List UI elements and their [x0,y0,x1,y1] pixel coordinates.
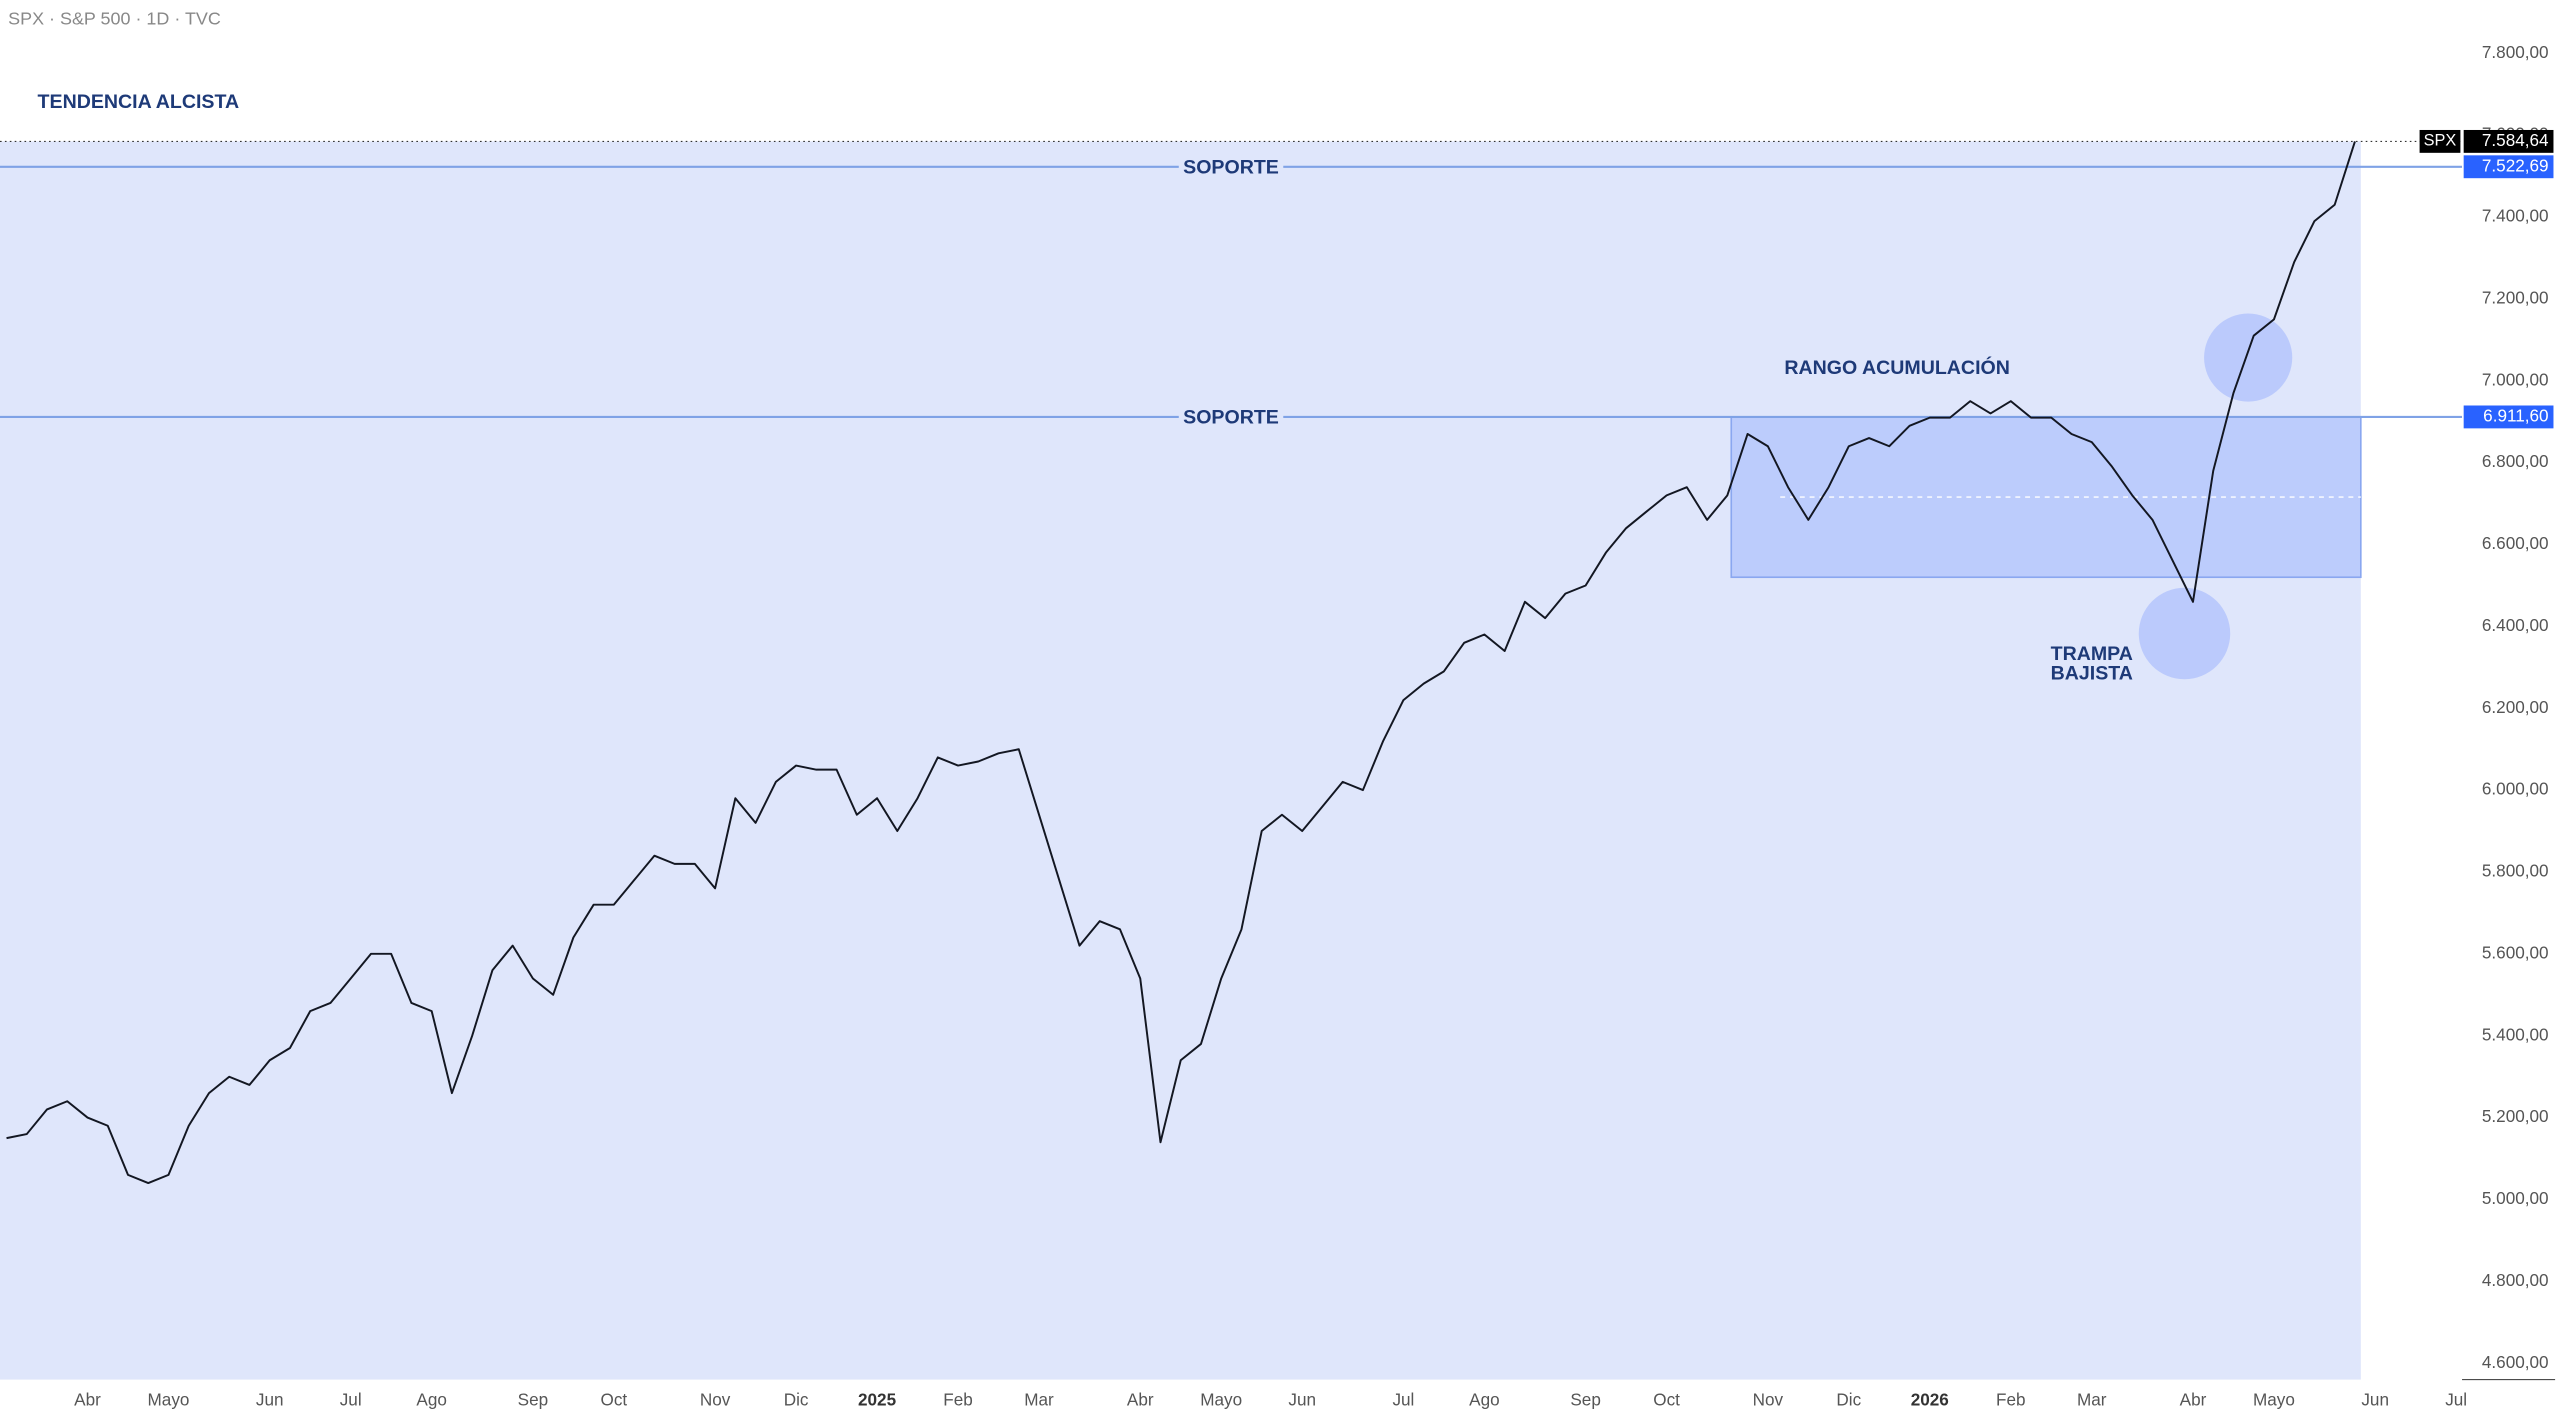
x-tick-label: Nov [1753,1389,1784,1409]
highlight-circle [2204,313,2293,402]
y-tick-label: 5.200,00 [2482,1106,2549,1126]
y-tick-label: 6.400,00 [2482,615,2549,635]
x-tick-label: Ago [416,1389,446,1409]
x-tick-label: Abr [1127,1389,1154,1409]
y-tick-label: 7.200,00 [2482,287,2549,307]
y-tick-label: 5.600,00 [2482,942,2549,962]
x-tick-label: Abr [74,1389,101,1409]
x-tick-label: Feb [943,1389,973,1409]
trend-area [0,141,2361,1380]
x-tick-label: 2026 [1911,1389,1949,1409]
y-tick-label: 6.600,00 [2482,533,2549,553]
y-tick-label: 6.800,00 [2482,451,2549,471]
y-tick-label: 7.000,00 [2482,369,2549,389]
symbol-tag [2419,129,2461,153]
support-label: SOPORTE [1183,157,1279,179]
x-tick-label: Jun [256,1389,284,1409]
x-tick-label: Jul [2445,1389,2467,1409]
x-tick-label: Mayo [2253,1389,2295,1409]
y-tick-label: 7.800,00 [2482,42,2549,62]
price-tag [2463,405,2554,429]
x-tick-label: Ago [1469,1389,1499,1409]
trap-label: TRAMPA [2051,643,2133,665]
x-tick-label: 2025 [858,1389,897,1409]
price-tag-label: 6.911,60 [2483,405,2548,425]
x-tick-label: Sep [518,1389,548,1409]
x-tick-label: Oct [1653,1389,1680,1409]
chart-title: TENDENCIA ALCISTA [38,91,240,113]
chart-header: SPX · S&P 500 · 1D · TVC [8,8,221,28]
symbol-tag-label: SPX [2424,132,2457,150]
x-tick-label: Mayo [148,1389,190,1409]
highlight-circle [2138,587,2231,680]
price-tag-label: 7.584,64 [2482,130,2549,150]
y-tick-label: 5.400,00 [2482,1024,2549,1044]
x-tick-label: Abr [2180,1389,2207,1409]
x-tick-label: Dic [784,1389,809,1409]
x-tick-label: Jun [1288,1389,1316,1409]
x-tick-label: Mar [1024,1389,1054,1409]
price-line [6,141,2356,1185]
y-tick-label: 7.400,00 [2482,206,2549,226]
x-tick-label: Mar [2077,1389,2107,1409]
x-tick-label: Oct [601,1389,628,1409]
y-tick-label: 6.200,00 [2482,697,2549,717]
price-tag-label: 7.522,69 [2482,155,2549,175]
y-tick-label: 4.600,00 [2482,1352,2549,1372]
x-tick-label: Nov [700,1389,731,1409]
price-tag [2463,155,2554,179]
x-tick-label: Feb [1996,1389,2026,1409]
y-tick-label: 6.000,00 [2482,779,2549,799]
x-tick-label: Sep [1570,1389,1600,1409]
y-tick-label: 5.800,00 [2482,861,2549,881]
x-tick-label: Mayo [1200,1389,1242,1409]
trap-label: BAJISTA [2051,662,2133,684]
y-tick-label: 5.000,00 [2482,1188,2549,1208]
y-tick-label: 4.800,00 [2482,1270,2549,1290]
support-label: SOPORTE [1183,407,1279,429]
x-tick-label: Dic [1836,1389,1861,1409]
range-label: RANGO ACUMULACIÓN [1784,355,2010,379]
x-tick-label: Jul [340,1389,362,1409]
price-tag [2463,129,2554,153]
x-tick-label: Jun [2361,1389,2389,1409]
x-tick-label: Jul [1392,1389,1414,1409]
